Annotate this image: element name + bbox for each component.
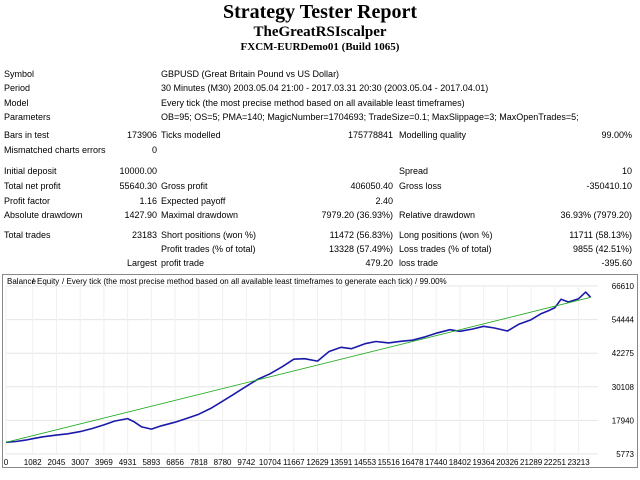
x-tick-label: 19364 bbox=[473, 458, 496, 467]
profit-trades-label: Profit trades (% of total) bbox=[161, 244, 256, 254]
reldd-label: Relative drawdown bbox=[399, 210, 476, 220]
equity-line bbox=[5, 296, 591, 443]
mismatch-label: Mismatched charts errors bbox=[4, 145, 106, 155]
grossloss-value: -350410.10 bbox=[586, 181, 632, 191]
largest-profit-label: profit trade bbox=[161, 258, 205, 268]
bars-value: 173906 bbox=[126, 130, 157, 140]
legend-balance: Balance bbox=[7, 277, 36, 286]
period-value: 30 Minutes (M30) 2003.05.04 21:00 - 2017… bbox=[161, 83, 489, 93]
chart-frame bbox=[2, 274, 638, 468]
legend-equity: Equity bbox=[37, 277, 59, 286]
x-tick-label: 5893 bbox=[142, 458, 160, 467]
maxdd-label: Maximal drawdown bbox=[161, 210, 239, 220]
grossloss-label: Gross loss bbox=[399, 181, 442, 191]
expert-name: TheGreatRSIscalper bbox=[253, 24, 387, 40]
total-trades-value: 23183 bbox=[131, 230, 157, 240]
deposit-label: Initial deposit bbox=[4, 166, 57, 176]
y-tick-label: 54444 bbox=[612, 316, 635, 325]
server-build: FXCM-EURDemo01 (Build 1065) bbox=[240, 41, 400, 53]
spread-value: 10 bbox=[621, 166, 632, 176]
x-tick-label: 10704 bbox=[259, 458, 282, 467]
ticks-label: Ticks modelled bbox=[161, 130, 221, 140]
x-tick-label: 23213 bbox=[567, 458, 590, 467]
short-value: 11472 (56.83%) bbox=[329, 230, 393, 240]
netprofit-value: 55640.30 bbox=[119, 181, 157, 191]
report-title: Strategy Tester Report bbox=[222, 1, 418, 23]
chart-grid bbox=[5, 285, 598, 455]
x-tick-label: 14553 bbox=[354, 458, 377, 467]
pf-value: 1.16 bbox=[139, 196, 157, 206]
x-tick-label: 12629 bbox=[306, 458, 329, 467]
symbol-value: GBPUSD (Great Britain Pound vs US Dollar… bbox=[161, 69, 340, 79]
legend-description: / Every tick (the most precise method ba… bbox=[62, 277, 447, 286]
period-label: Period bbox=[4, 83, 31, 93]
x-tick-label: 3007 bbox=[71, 458, 89, 467]
model-label: Model bbox=[4, 98, 29, 108]
x-tick-label: 6856 bbox=[166, 458, 184, 467]
y-axis-ticks: 66610 54444 42275 30108 17940 5773 bbox=[612, 282, 635, 459]
symbol-label: Symbol bbox=[4, 69, 35, 79]
grossprofit-value: 406050.40 bbox=[350, 181, 393, 191]
y-tick-label: 42275 bbox=[612, 349, 635, 358]
long-label: Long positions (won %) bbox=[399, 230, 493, 240]
quality-label: Modelling quality bbox=[399, 130, 467, 140]
profit-trades-value: 13328 (57.49%) bbox=[328, 244, 393, 254]
x-tick-label: 7818 bbox=[190, 458, 208, 467]
model-value: Every tick (the most precise method base… bbox=[161, 98, 465, 108]
loss-trades-value: 9855 (42.51%) bbox=[572, 244, 632, 254]
parameters-label: Parameters bbox=[4, 112, 51, 122]
x-axis-ticks: 0 1082 2045 3007 3969 4931 5893 6856 7818 8780 974… bbox=[4, 458, 590, 467]
balance-line bbox=[5, 291, 592, 444]
payoff-value: 2.40 bbox=[375, 196, 393, 206]
bars-label: Bars in test bbox=[4, 130, 50, 140]
x-tick-label: 1082 bbox=[24, 458, 42, 467]
deposit-value: 10000.00 bbox=[119, 166, 157, 176]
reldd-value: 36.93% (7979.20) bbox=[560, 210, 632, 220]
x-tick-label: 3969 bbox=[95, 458, 113, 467]
quality-value: 99.00% bbox=[601, 130, 632, 140]
y-tick-label: 66610 bbox=[612, 282, 635, 291]
short-label: Short positions (won %) bbox=[161, 230, 257, 240]
x-tick-label: 21289 bbox=[520, 458, 543, 467]
x-tick-label: 4931 bbox=[119, 458, 137, 467]
x-tick-label: 20326 bbox=[496, 458, 519, 467]
x-tick-label: 2045 bbox=[48, 458, 66, 467]
x-tick-label: 8780 bbox=[214, 458, 232, 467]
x-tick-label: 9742 bbox=[237, 458, 255, 467]
mismatch-value: 0 bbox=[151, 145, 157, 155]
long-value: 11711 (58.13%) bbox=[569, 230, 632, 240]
x-tick-label: 17440 bbox=[425, 458, 448, 467]
y-tick-label: 30108 bbox=[612, 383, 635, 392]
spread-label: Spread bbox=[399, 166, 429, 176]
netprofit-label: Total net profit bbox=[4, 181, 61, 191]
x-tick-label: 15516 bbox=[378, 458, 401, 467]
x-tick-label: 11667 bbox=[283, 458, 305, 467]
largest-label: Largest bbox=[126, 258, 157, 268]
largest-loss-value: -395.60 bbox=[601, 258, 632, 268]
largest-loss-label: loss trade bbox=[399, 258, 439, 268]
absdd-value: 1427.90 bbox=[124, 210, 157, 220]
payoff-label: Expected payoff bbox=[161, 196, 226, 206]
maxdd-value: 7979.20 (36.93%) bbox=[321, 210, 393, 220]
grossprofit-label: Gross profit bbox=[161, 181, 208, 191]
x-tick-label: 13591 bbox=[330, 458, 353, 467]
x-tick-label: 18402 bbox=[449, 458, 472, 467]
x-tick-label: 0 bbox=[4, 458, 9, 467]
y-tick-label: 17940 bbox=[612, 416, 635, 425]
x-tick-label: 16478 bbox=[401, 458, 424, 467]
parameters-value: OB=95; OS=5; PMA=140; MagicNumber=170469… bbox=[161, 112, 579, 122]
absdd-label: Absolute drawdown bbox=[4, 210, 83, 220]
ticks-value: 175778841 bbox=[347, 130, 393, 140]
chart-series bbox=[5, 291, 592, 444]
y-tick-label: 5773 bbox=[616, 450, 634, 459]
pf-label: Profit factor bbox=[4, 196, 51, 206]
x-tick-label: 22251 bbox=[544, 458, 567, 467]
legend-sep: / bbox=[32, 277, 35, 286]
total-trades-label: Total trades bbox=[4, 230, 51, 240]
balance-chart: Balance / Equity / Every tick (the most … bbox=[2, 274, 638, 468]
loss-trades-label: Loss trades (% of total) bbox=[399, 244, 492, 254]
largest-profit-value: 479.20 bbox=[365, 258, 393, 268]
